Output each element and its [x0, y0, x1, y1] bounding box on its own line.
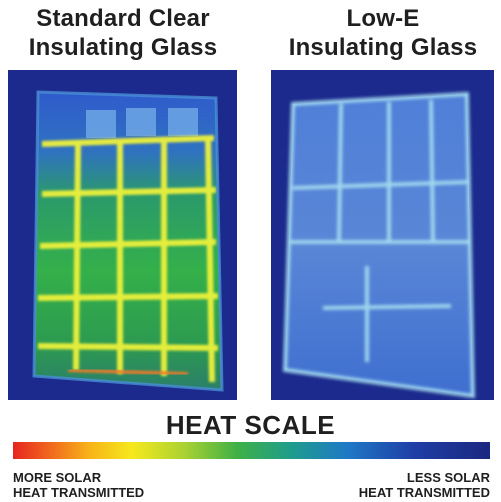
heat-scale-title: HEAT SCALE — [165, 410, 336, 440]
lowe-glass-thermal-image — [271, 70, 494, 400]
standard-glass-thermal-image — [8, 70, 237, 400]
more-heat-label: MORE SOLAR HEAT TRANSMITTED — [13, 470, 145, 500]
standard-glass-title: Standard Clear Insulating Glass — [28, 5, 218, 61]
less-heat-label: LESS SOLAR HEAT TRANSMITTED — [358, 470, 490, 500]
lowe-glass-title: Low-E Insulating Glass — [288, 5, 478, 61]
heat-scale-gradient-bar — [13, 442, 490, 459]
